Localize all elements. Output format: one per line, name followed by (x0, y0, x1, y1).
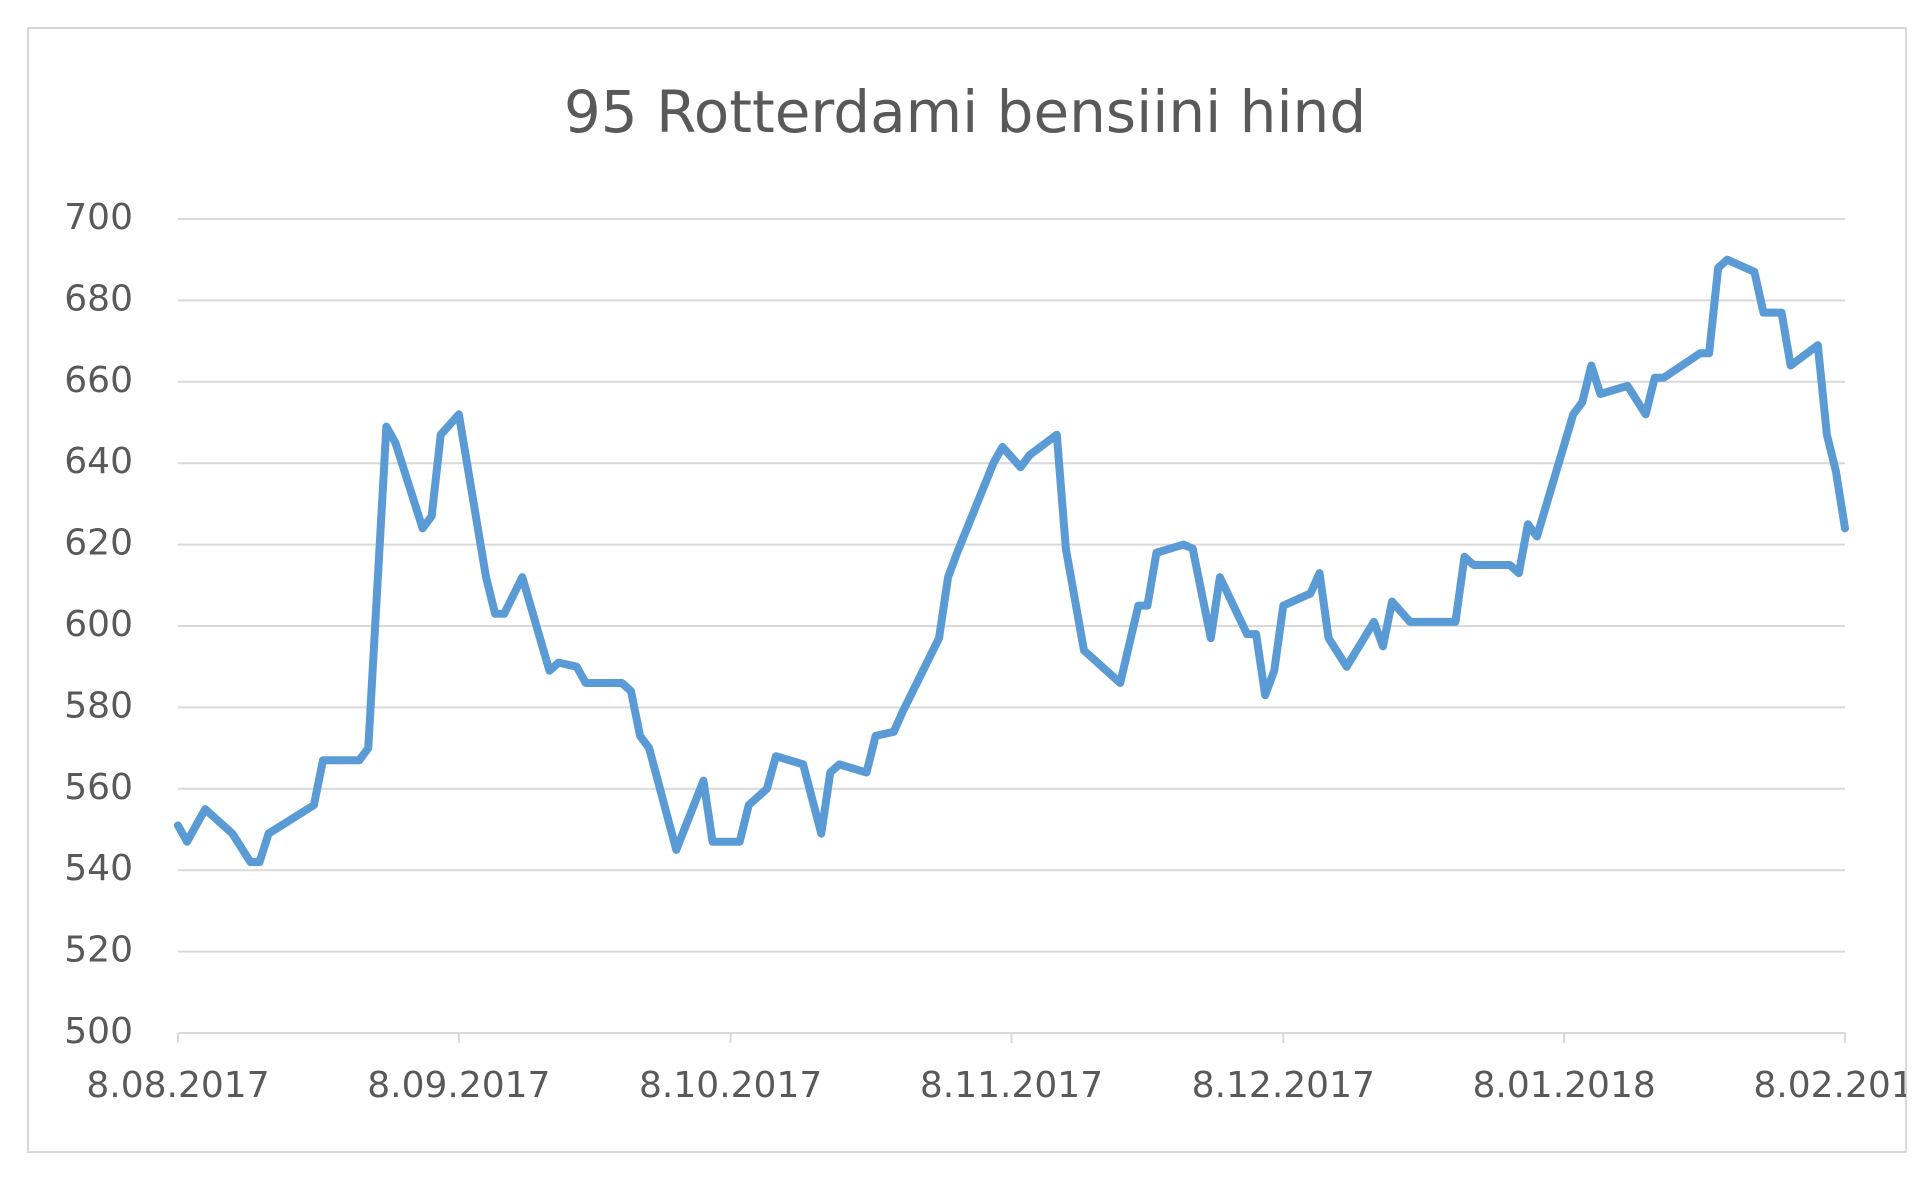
y-tick-label: 620 (64, 523, 133, 564)
y-tick-label: 680 (64, 278, 133, 319)
x-tick-label: 8.09.2017 (367, 1065, 550, 1106)
y-tick-label: 660 (64, 360, 133, 401)
data-line (174, 255, 1849, 867)
y-tick-label: 600 (64, 604, 133, 645)
y-tick-label: 500 (64, 1011, 133, 1052)
y-tick-label: 640 (64, 441, 133, 482)
x-tick-label: 8.11.2017 (920, 1065, 1103, 1106)
y-tick-label: 560 (64, 767, 133, 808)
y-tick-label: 540 (64, 848, 133, 889)
y-tick-label: 700 (64, 197, 133, 238)
x-tick-label: 8.10.2017 (639, 1065, 822, 1106)
y-tick-label: 520 (64, 930, 133, 971)
x-tick-label: 8.02.2018 (1753, 1065, 1920, 1106)
chart-title: 95 Rotterdami bensiini hind (564, 78, 1366, 146)
x-tick-label: 8.08.2017 (86, 1065, 269, 1106)
x-tick-label: 8.01.2018 (1473, 1065, 1656, 1106)
y-tick-label: 580 (64, 685, 133, 726)
chart-border (27, 27, 1907, 1153)
x-tick-label: 8.12.2017 (1192, 1065, 1375, 1106)
axis-labels: 8.08.2017 8.09.2017 8.10.2017 8.11.2017 8.12… (86, 1065, 1920, 1106)
